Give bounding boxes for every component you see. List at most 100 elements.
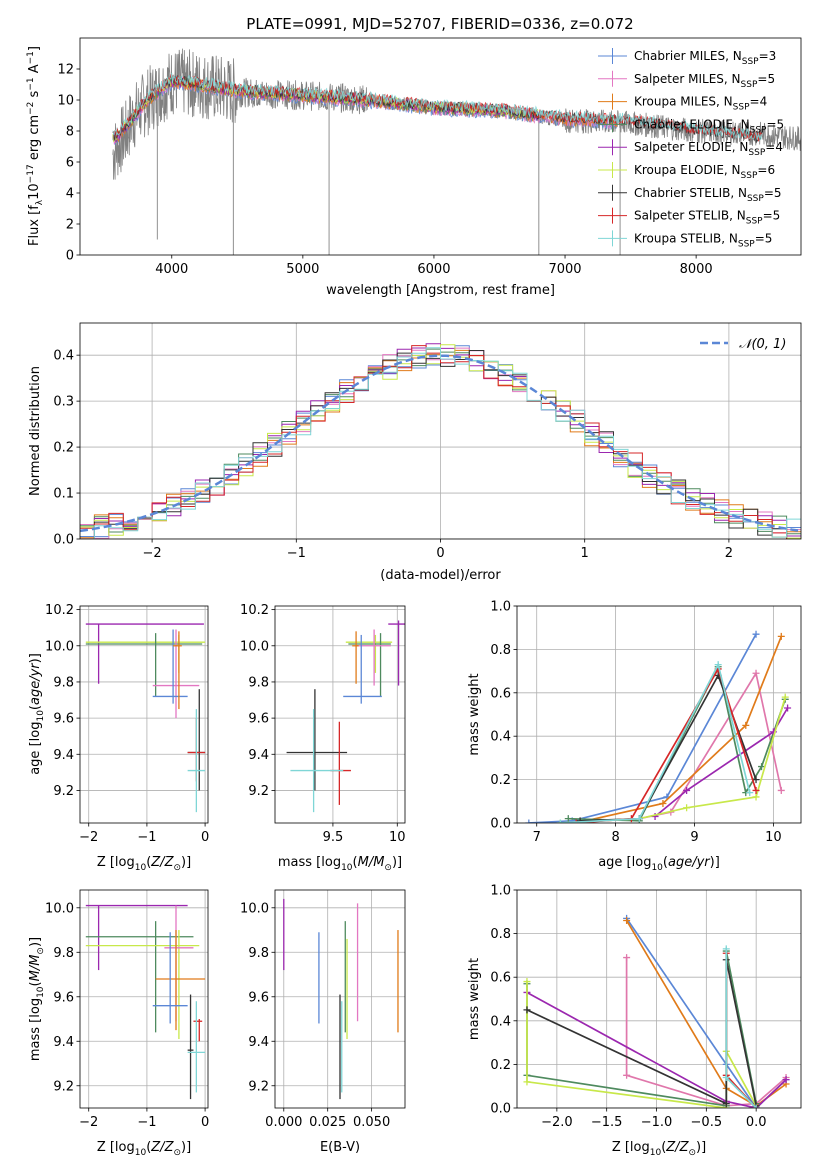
weight-point-marker (635, 815, 643, 823)
label-part: SSP (746, 217, 763, 227)
label-part: age/yr (28, 662, 43, 705)
y-tick-label: 10 (57, 94, 74, 109)
label-part: SSP (742, 57, 759, 67)
label-part: SSP (738, 239, 755, 249)
y-tick-label: 9.2 (248, 1079, 269, 1094)
legend-entry: Kroupa ELODIE, NSSP=6 (634, 163, 775, 181)
label-part: ⊙ (173, 863, 181, 873)
y-tick-label: 4 (66, 187, 74, 202)
y-tick-label: 9.8 (53, 675, 74, 690)
y-axis-label: Flux [fλ10−17 erg cm−2 s−1 A−1] (26, 46, 45, 246)
label-part: ( (661, 1140, 666, 1155)
x-tick-label: −2 (143, 546, 162, 561)
label-part: =6 (757, 163, 775, 177)
grid (80, 890, 208, 1108)
x-tick-label: 5000 (286, 262, 319, 277)
label-part: E(B-V) (320, 1140, 360, 1155)
y-tick-label: 1.0 (490, 600, 511, 615)
weight-point-marker (742, 721, 750, 729)
y-tick-label: 0.8 (490, 927, 511, 942)
y-tick-label: 8 (66, 125, 74, 140)
weight-point-marker (752, 630, 760, 638)
label-part: =5 (757, 72, 775, 86)
label-part: M/M (28, 955, 43, 982)
label-part: Kroupa ELODIE, N (634, 163, 741, 177)
weight-point-marker (651, 812, 659, 820)
x-axis-label: wavelength [Angstrom, rest frame] (326, 283, 555, 298)
plot-area (275, 606, 405, 823)
label-part: ( (353, 855, 358, 870)
legend-entry: Salpeter MILES, NSSP=5 (634, 72, 775, 90)
plot-area (80, 323, 801, 539)
x-tick-label: 0.050 (353, 1115, 390, 1130)
label-part: Z/Z (665, 1140, 689, 1155)
label-part: mass [log (28, 998, 43, 1061)
y-tick-label: 9.6 (248, 990, 269, 1005)
y-tick-label: 0.2 (53, 441, 74, 456)
weight-point-marker (714, 661, 722, 669)
label-part: mass [log (278, 855, 341, 870)
weight-series-line (526, 959, 758, 1106)
spectrum-panel: 4000 5000 6000 7000 8000 0 2 4 6 8 10 12 (57, 37, 802, 277)
label-part: =5 (764, 186, 782, 200)
chart-title: PLATE=0991, MJD=52707, FIBERID=0336, z=0… (246, 15, 633, 33)
weight-point-marker (752, 1104, 760, 1108)
label-part: =4 (750, 95, 768, 109)
label-part: SSP (741, 80, 758, 90)
y-tick-label: 0.2 (490, 1058, 511, 1073)
label-part: SSP (747, 194, 764, 204)
y-tick-label: 0.6 (490, 686, 511, 701)
x-axis-label: Z [log10(Z/Z⊙)] (612, 1140, 706, 1158)
y-tick-label: 0.8 (490, 643, 511, 658)
weight-point-marker (722, 1073, 730, 1081)
y-tick-label: 10.0 (240, 639, 269, 654)
ebv-mass-panel: 0.000 0.025 0.050 9.2 9.4 9.6 9.8 10.0 (240, 889, 406, 1130)
label-part: Chabrier STELIB, N (634, 186, 747, 200)
y-tick-label: 9.2 (248, 784, 269, 799)
label-part: Z/Z (150, 1140, 174, 1155)
x-tick-label: 9.5 (323, 830, 344, 845)
weight-point-marker (782, 1076, 790, 1084)
plot-area (80, 890, 208, 1108)
y-tick-label: 0 (66, 249, 74, 264)
observed-spectrum (112, 48, 801, 180)
label-part: −17 (26, 164, 36, 183)
label-part: 10 (651, 863, 663, 873)
label-part: ( (28, 705, 43, 710)
weight-point-marker (683, 786, 691, 794)
label-part: 10 (27, 183, 42, 200)
y-tick-label: 9.4 (248, 748, 269, 763)
weight-series-line (560, 662, 751, 823)
label-part: )] (181, 855, 191, 870)
y-tick-label: 0.0 (490, 1102, 511, 1117)
label-part: ⊙ (688, 1148, 696, 1158)
weight-point-marker (556, 819, 564, 823)
x-tick-label: 10 (389, 830, 406, 845)
residuals-panel: −2 −1 0 1 2 0.0 0.1 0.2 0.3 0.4 (53, 322, 802, 561)
label-part: Z [log (97, 855, 135, 870)
grid (517, 890, 801, 1108)
label-part: Z [log (97, 1140, 135, 1155)
label-part: 10 (135, 1148, 147, 1158)
x-tick-label: 8000 (680, 262, 713, 277)
legend-entry: Chabrier ELODIE, NSSP=5 (634, 117, 784, 135)
weight-point-marker (777, 632, 785, 640)
label-part: Salpeter STELIB, N (634, 209, 746, 223)
z-age-panel: −2 −1 0 9.2 9.4 9.6 9.8 10.0 10.2 (45, 603, 209, 845)
y-tick-label: 6 (66, 156, 74, 171)
label-part: Salpeter MILES, N (634, 72, 741, 86)
x-tick-label: −1.0 (641, 1115, 673, 1130)
label-part: 10 (135, 863, 147, 873)
label-part: =5 (755, 231, 773, 245)
label-part: Chabrier MILES, N (634, 49, 742, 63)
x-tick-label: 4000 (155, 262, 188, 277)
weight-point-marker (525, 819, 533, 823)
y-axis-label: mass [log10(M/M⊙)] (28, 937, 46, 1061)
y-tick-label: 0.4 (490, 730, 511, 745)
axes-frame (274, 605, 406, 824)
label-part: )] (696, 1140, 706, 1155)
weight-point-marker (576, 817, 584, 823)
z-mass-panel: −2 −1 0 9.2 9.4 9.6 9.8 10.0 (45, 889, 209, 1130)
x-tick-label: −2 (79, 830, 98, 845)
label-part: =5 (763, 209, 781, 223)
